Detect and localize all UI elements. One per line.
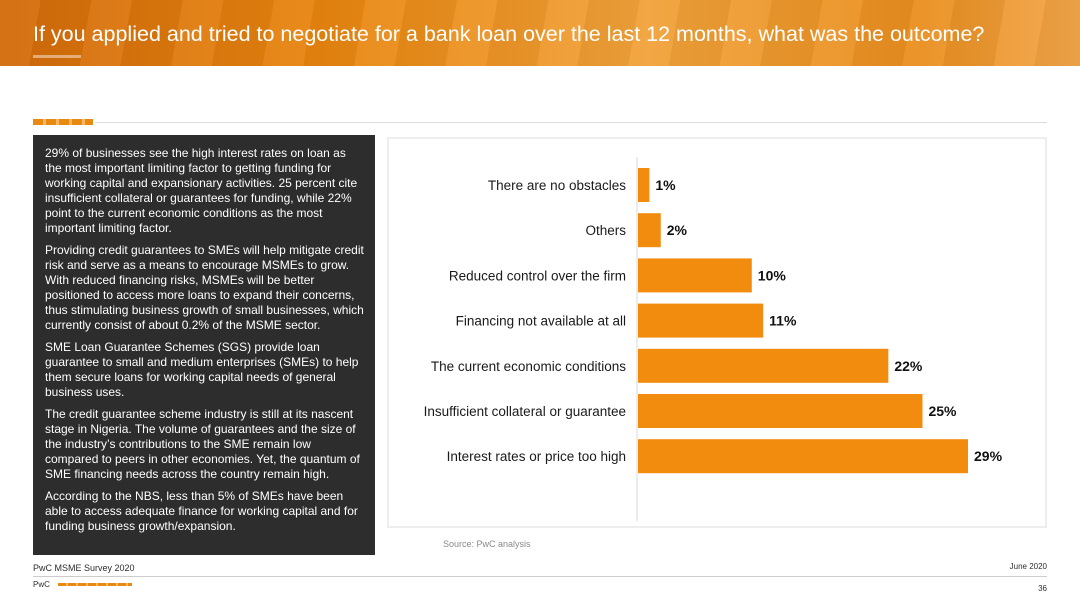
footer-accent-stripe: [58, 583, 132, 586]
category-label: There are no obstacles: [488, 178, 626, 193]
header-accent-line: [33, 55, 81, 58]
bar: [638, 348, 889, 383]
commentary-paragraph: SME Loan Guarantee Schemes (SGS) provide…: [45, 340, 359, 399]
commentary-paragraph: The credit guarantee scheme industry is …: [45, 407, 360, 481]
data-label: 22%: [894, 358, 923, 374]
footer-brand: PwC: [33, 580, 50, 589]
footer-report-name: PwC MSME Survey 2020: [33, 563, 135, 573]
commentary-paragraph: 29% of businesses see the high interest …: [45, 146, 358, 235]
footer-date: June 2020: [1009, 562, 1047, 571]
header-banner: If you applied and tried to negotiate fo…: [0, 0, 1080, 66]
section-divider: [95, 122, 1047, 123]
data-label: 29%: [974, 448, 1003, 464]
category-label: Financing not available at all: [456, 314, 626, 329]
data-label: 25%: [928, 403, 957, 419]
bar: [638, 258, 752, 293]
bar: [638, 439, 968, 474]
category-label: Interest rates or price too high: [447, 449, 626, 464]
bar-chart-panel: There are no obstacles 1% Others 2% Reduced …: [387, 137, 1047, 528]
category-label: Insufficient collateral or guarantee: [424, 404, 626, 419]
category-label: Others: [585, 223, 626, 238]
bar: [638, 213, 661, 248]
commentary-paragraph: According to the NBS, less than 5% of SM…: [45, 489, 358, 533]
page-number: 36: [1038, 584, 1047, 593]
bar-chart: There are no obstacles 1% Others 2% Reduced …: [424, 157, 1003, 521]
bar: [638, 303, 764, 338]
source-note: Source: PwC analysis: [443, 539, 531, 549]
commentary-paragraph: Providing credit guarantees to SMEs will…: [45, 243, 364, 332]
data-label: 10%: [758, 267, 787, 283]
category-label: Reduced control over the firm: [449, 268, 626, 283]
data-label: 2%: [667, 222, 688, 238]
bar: [638, 394, 923, 428]
page-title: If you applied and tried to negotiate fo…: [33, 22, 985, 46]
data-label: 11%: [769, 313, 797, 329]
footer-divider: [33, 576, 1047, 577]
data-label: 1%: [655, 177, 676, 193]
section-accent-stripe: [33, 119, 93, 125]
commentary-panel: 29% of businesses see the high interest …: [33, 135, 375, 555]
bar: [638, 168, 650, 202]
category-label: The current economic conditions: [431, 359, 626, 374]
